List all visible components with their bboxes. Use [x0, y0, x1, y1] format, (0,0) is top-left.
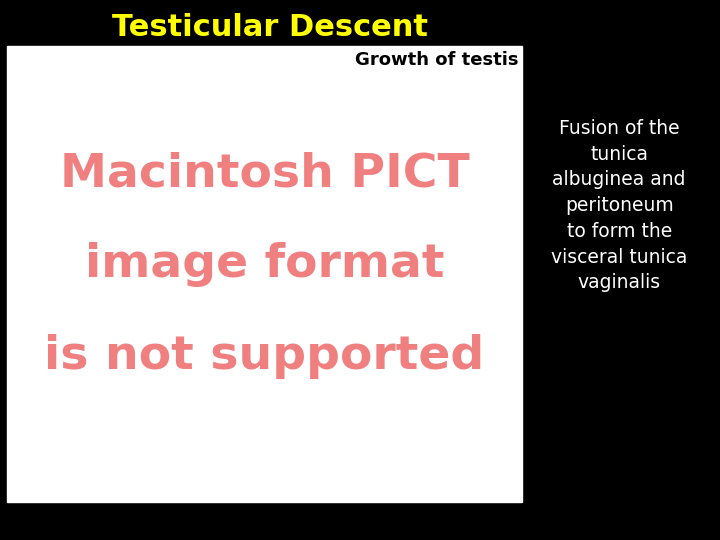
Text: Growth of testis: Growth of testis: [355, 51, 518, 69]
Text: Macintosh PICT: Macintosh PICT: [60, 151, 469, 196]
Text: is not supported: is not supported: [45, 334, 485, 379]
Text: Testicular Descent: Testicular Descent: [112, 14, 428, 43]
Bar: [7, 46, 522, 502]
Text: image format: image format: [85, 242, 444, 287]
Text: Fusion of the
tunica
albuginea and
peritoneum
to form the
visceral tunica
vagina: Fusion of the tunica albuginea and perit…: [551, 119, 688, 292]
